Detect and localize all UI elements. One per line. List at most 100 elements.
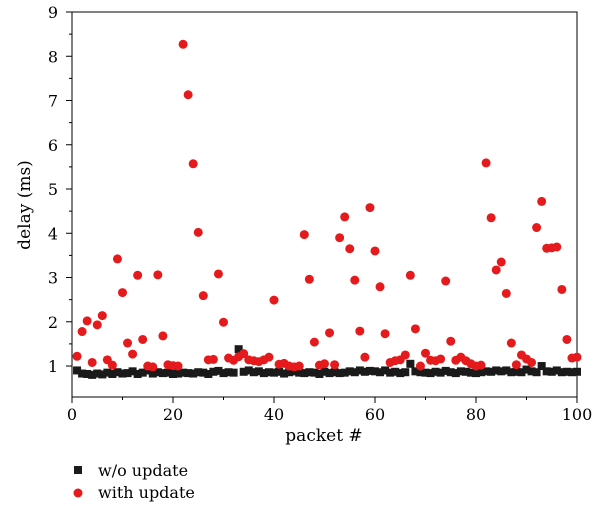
data-point-square bbox=[371, 367, 379, 376]
legend-label-w-o-update: w/o update bbox=[98, 461, 188, 480]
x-tick-label: 80 bbox=[466, 405, 486, 424]
data-point-circle bbox=[178, 39, 188, 49]
legend-label-with-update: with update bbox=[98, 483, 195, 502]
data-point-square bbox=[360, 367, 369, 376]
data-point-square bbox=[416, 368, 425, 377]
axes bbox=[71, 11, 578, 398]
series-layer bbox=[72, 39, 582, 379]
data-point-circle bbox=[138, 334, 148, 344]
x-tick-label: 60 bbox=[365, 405, 385, 424]
data-point-square bbox=[497, 367, 506, 376]
data-point-circle bbox=[72, 351, 82, 361]
data-point-square bbox=[451, 369, 460, 378]
data-point-square bbox=[335, 369, 344, 378]
data-point-circle bbox=[572, 352, 582, 362]
data-point-square bbox=[401, 368, 410, 377]
data-point-square bbox=[330, 368, 339, 377]
data-point-square bbox=[138, 368, 147, 377]
data-point-square bbox=[411, 367, 420, 376]
data-point-square bbox=[199, 368, 208, 377]
data-point-square bbox=[169, 369, 177, 378]
data-point-square bbox=[98, 370, 107, 379]
data-point-circle bbox=[360, 352, 370, 362]
data-point-square bbox=[103, 368, 112, 377]
data-point-circle bbox=[562, 334, 572, 344]
data-point-square bbox=[507, 368, 516, 377]
data-point-square bbox=[209, 367, 218, 376]
data-point-square bbox=[93, 369, 102, 378]
data-point-square bbox=[325, 369, 334, 378]
data-point-square bbox=[305, 368, 314, 377]
data-point-circle bbox=[557, 284, 567, 294]
data-point-circle bbox=[370, 246, 380, 256]
data-point-square bbox=[300, 369, 309, 378]
legend: w/o update with update bbox=[73, 461, 195, 502]
data-point-circle bbox=[380, 329, 390, 339]
data-point-square bbox=[148, 369, 157, 378]
data-point-circle bbox=[213, 269, 223, 279]
data-point-square bbox=[259, 369, 268, 378]
data-point-square bbox=[280, 369, 289, 378]
data-point-square bbox=[522, 365, 531, 374]
data-point-square bbox=[249, 368, 258, 377]
data-point-square bbox=[542, 367, 551, 376]
data-point-circle bbox=[365, 203, 375, 213]
data-point-circle bbox=[188, 159, 198, 169]
x-tick-label: 20 bbox=[163, 405, 183, 424]
data-point-square bbox=[118, 369, 127, 378]
data-point-square bbox=[234, 345, 243, 354]
data-point-square bbox=[73, 366, 82, 375]
data-point-square bbox=[466, 368, 475, 377]
data-point-circle bbox=[491, 265, 501, 275]
data-point-circle bbox=[532, 223, 542, 233]
data-point-circle bbox=[330, 360, 340, 370]
data-point-square bbox=[492, 366, 501, 375]
data-point-circle bbox=[436, 354, 446, 364]
data-point-circle bbox=[325, 328, 335, 338]
data-point-circle bbox=[446, 336, 456, 346]
data-point-circle bbox=[320, 359, 329, 369]
data-point-circle bbox=[340, 212, 350, 222]
x-tick-label: 100 bbox=[562, 405, 593, 424]
y-axis-title: delay (ms) bbox=[15, 160, 35, 250]
series-w-o-update bbox=[73, 345, 581, 379]
data-point-square bbox=[179, 368, 188, 377]
data-point-square bbox=[381, 366, 390, 375]
data-point-circle bbox=[405, 270, 415, 280]
data-point-square bbox=[340, 368, 349, 377]
data-point-square bbox=[163, 368, 172, 377]
data-point-circle bbox=[239, 349, 249, 359]
data-point-square bbox=[295, 368, 304, 377]
data-point-square bbox=[254, 367, 263, 376]
data-point-circle bbox=[77, 327, 87, 337]
y-tick-label: 5 bbox=[48, 180, 58, 199]
data-point-square bbox=[239, 367, 248, 376]
data-point-circle bbox=[294, 361, 304, 371]
data-point-square bbox=[128, 367, 137, 376]
data-point-square bbox=[174, 369, 183, 378]
data-point-square bbox=[88, 370, 97, 379]
data-point-circle bbox=[415, 361, 425, 371]
data-point-square bbox=[108, 369, 117, 378]
data-point-square bbox=[532, 368, 541, 377]
data-point-square bbox=[214, 366, 223, 375]
data-point-circle bbox=[87, 357, 97, 367]
data-point-circle bbox=[501, 288, 511, 298]
data-point-square bbox=[264, 368, 273, 377]
y-tick-label: 1 bbox=[48, 357, 58, 376]
data-point-square bbox=[446, 368, 455, 377]
data-point-square bbox=[78, 369, 87, 378]
data-point-circle bbox=[264, 352, 274, 362]
y-tick-label: 6 bbox=[48, 136, 58, 155]
data-point-square bbox=[350, 368, 359, 377]
data-point-circle bbox=[335, 233, 345, 243]
y-tick-label: 9 bbox=[48, 3, 58, 22]
data-point-square bbox=[567, 368, 576, 377]
data-point-circle bbox=[400, 350, 410, 360]
data-point-circle bbox=[118, 288, 127, 298]
data-point-circle bbox=[486, 213, 496, 223]
data-point-circle bbox=[441, 276, 451, 286]
x-axis-title: packet # bbox=[285, 426, 362, 446]
data-point-square bbox=[355, 366, 364, 375]
y-tick-label: 2 bbox=[48, 313, 58, 332]
